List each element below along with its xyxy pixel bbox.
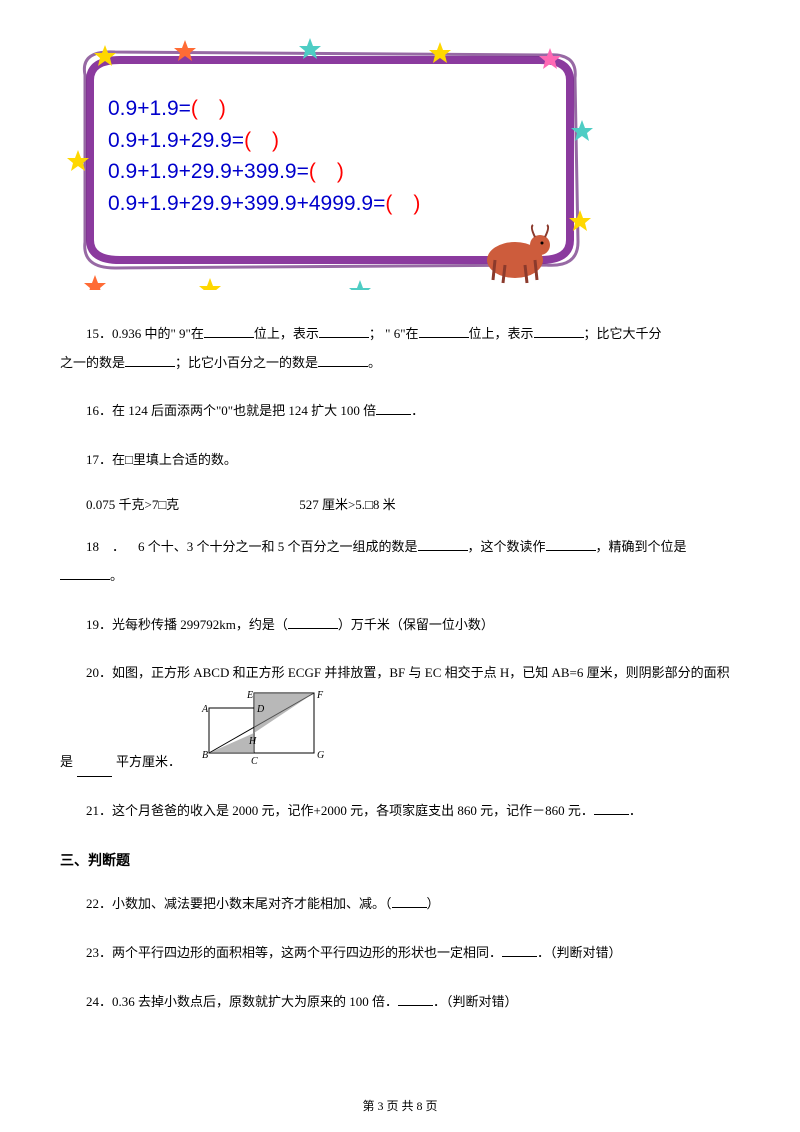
q18-b: ，这个数读作	[468, 539, 546, 554]
q20-c: 平方厘米．	[116, 748, 181, 777]
question-24: 24．0.36 去掉小数点后，原数就扩大为原来的 100 倍． ．（判断对错）	[60, 988, 740, 1017]
blank	[594, 801, 629, 815]
eq1-paren: ( )	[191, 97, 226, 120]
q15-e: ；比它大千分	[584, 326, 662, 341]
q24-text: ．0.36 去掉小数点后，原数就扩大为原来的 100 倍．	[99, 994, 398, 1009]
q15-g: ；比它小百分之一的数是	[175, 355, 318, 370]
q17-num: 17	[86, 452, 99, 467]
svg-text:A: A	[201, 704, 209, 715]
question-21: 21．这个月爸爸的收入是 2000 元，记作+2000 元，各项家庭支出 860…	[60, 797, 740, 826]
blank	[319, 324, 369, 338]
blank	[546, 537, 596, 551]
blank	[77, 763, 112, 777]
q19-a: ．光每秒传播 299792km，约是（	[99, 617, 288, 632]
q15-d: 位上，表示	[469, 326, 534, 341]
q15-h: 。	[368, 355, 381, 370]
svg-text:H: H	[248, 736, 257, 747]
q20-num: 20	[86, 665, 99, 680]
q17-items: 0.075 千克>7□克 527 厘米>5.□8 米	[60, 494, 740, 513]
blank	[376, 401, 411, 415]
blank	[288, 615, 338, 629]
question-20: 20．如图，正方形 ABCD 和正方形 ECGF 并排放置，BF 与 EC 相交…	[60, 659, 740, 688]
blank	[398, 992, 433, 1006]
blank	[60, 566, 110, 580]
q24-suffix: ．（判断对错）	[433, 994, 518, 1009]
q18-c: ，精确到个位是	[596, 539, 687, 554]
q22-b: ）	[427, 896, 440, 911]
q22-a: ．小数加、减法要把小数末尾对齐才能相加、减。（	[99, 896, 392, 911]
q15-b: 位上，表示	[254, 326, 319, 341]
section-3-title: 三、判断题	[60, 850, 740, 870]
eq2-paren: ( )	[244, 129, 279, 152]
question-15: 15．0.936 中的" 9"在位上，表示； " 6"在位上，表示；比它大千分 …	[60, 320, 740, 377]
svg-text:C: C	[251, 756, 258, 767]
eq1: 0.9+1.9=	[108, 97, 191, 120]
q15-num: 15	[86, 326, 99, 341]
blank	[419, 324, 469, 338]
q19-num: 19	[86, 617, 99, 632]
eq3: 0.9+1.9+29.9+399.9=	[108, 160, 309, 183]
svg-text:B: B	[202, 750, 208, 761]
equation-list: 0.9+1.9=( ) 0.9+1.9+29.9=( ) 0.9+1.9+29.…	[108, 93, 420, 219]
q20-a: ．如图，正方形 ABCD 和正方形 ECGF 并排放置，BF 与 EC 相交于点…	[99, 665, 730, 680]
question-18: 18 ． 6 个十、3 个十分之一和 5 个百分之一组成的数是 ，这个数读作 ，精确…	[60, 533, 740, 590]
question-17: 17．在□里填上合适的数。	[60, 446, 740, 475]
q20-b: 是	[60, 748, 73, 777]
q15-c: ； " 6"在	[369, 326, 419, 341]
svg-text:F: F	[316, 690, 324, 701]
blank	[418, 537, 468, 551]
q16-suffix: ．	[411, 403, 424, 418]
goat-decoration	[487, 225, 550, 283]
svg-text:D: D	[256, 704, 265, 715]
q17-item1: 0.075 千克>7□克	[86, 497, 179, 512]
q23-suffix: ．（判断对错）	[537, 945, 622, 960]
question-19: 19．光每秒传播 299792km，约是（ ）万千米（保留一位小数）	[60, 611, 740, 640]
q24-num: 24	[86, 994, 99, 1009]
q18-d: 。	[110, 568, 123, 583]
question-16: 16．在 124 后面添两个"0"也就是把 124 扩大 100 倍 ．	[60, 397, 740, 426]
q17-item2: 527 厘米>5.□8 米	[299, 497, 395, 512]
q15-a: ．0.936 中的" 9"在	[99, 326, 204, 341]
decorative-equation-box: 0.9+1.9=( ) 0.9+1.9+29.9=( ) 0.9+1.9+29.…	[60, 30, 600, 290]
svg-text:E: E	[246, 690, 253, 701]
q16-text: ．在 124 后面添两个"0"也就是把 124 扩大 100 倍	[99, 403, 376, 418]
q18-num: 18	[86, 539, 99, 554]
q21-text: ．这个月爸爸的收入是 2000 元，记作+2000 元，各项家庭支出 860 元…	[99, 803, 594, 818]
page-footer: 第 3 页 共 8 页	[0, 1097, 800, 1114]
blank	[392, 894, 427, 908]
q21-num: 21	[86, 803, 99, 818]
q18-a: ． 6 个十、3 个十分之一和 5 个百分之一组成的数是	[99, 539, 418, 554]
blank	[502, 943, 537, 957]
eq4-paren: ( )	[385, 192, 420, 215]
q15-f: 之一的数是	[60, 355, 125, 370]
q16-num: 16	[86, 403, 99, 418]
blank	[125, 353, 175, 367]
question-23: 23．两个平行四边形的面积相等，这两个平行四边形的形状也一定相同． ．（判断对错）	[60, 939, 740, 968]
blank	[318, 353, 368, 367]
geometry-diagram: A B C D E F G H	[189, 688, 339, 777]
question-22: 22．小数加、减法要把小数末尾对齐才能相加、减。（ ）	[60, 890, 740, 919]
q17-text: ．在□里填上合适的数。	[99, 452, 237, 467]
eq2: 0.9+1.9+29.9=	[108, 129, 244, 152]
q23-num: 23	[86, 945, 99, 960]
svg-text:G: G	[317, 750, 324, 761]
eq4: 0.9+1.9+29.9+399.9+4999.9=	[108, 192, 385, 215]
q21-suffix: ．	[629, 803, 642, 818]
q22-num: 22	[86, 896, 99, 911]
q20-end-row: 是 平方厘米． A B C D E F G H	[60, 688, 740, 777]
q19-b: ）万千米（保留一位小数）	[338, 617, 494, 632]
q23-text: ．两个平行四边形的面积相等，这两个平行四边形的形状也一定相同．	[99, 945, 502, 960]
eq3-paren: ( )	[309, 160, 344, 183]
blank	[204, 324, 254, 338]
blank	[534, 324, 584, 338]
